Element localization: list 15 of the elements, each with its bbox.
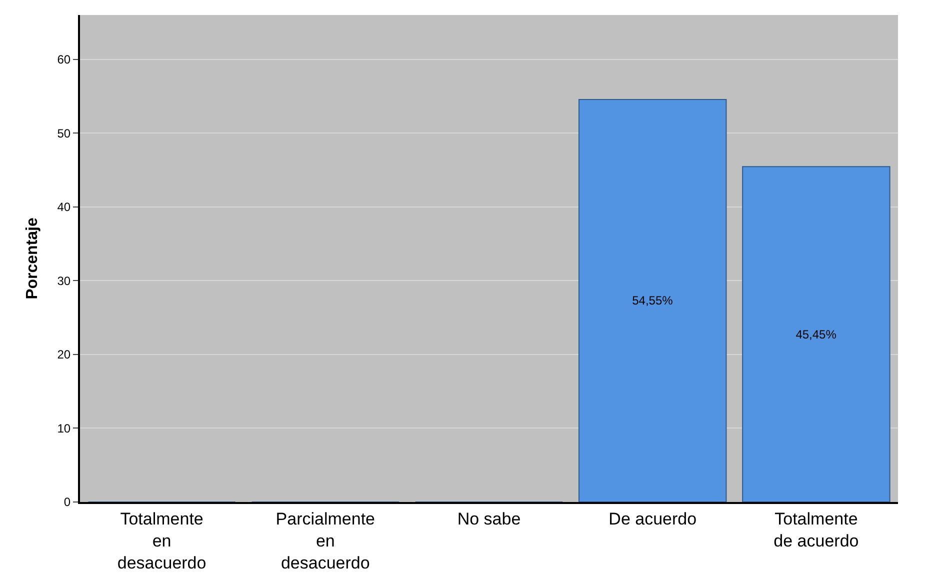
x-tick-label: Parcialmente en desacuerdo [276, 509, 376, 573]
x-tick-label: Totalmente en desacuerdo [117, 509, 206, 573]
data-label: 54,55% [632, 294, 674, 308]
data-label: 45,45% [796, 327, 837, 342]
y-tick-label: 10 [57, 421, 71, 436]
y-tick-label: 60 [57, 52, 71, 66]
x-tick-label: Totalmente de acuerdo [774, 509, 859, 550]
y-tick-label: 40 [57, 200, 71, 214]
y-tick-label: 0 [64, 495, 71, 510]
y-tick-label: 30 [57, 274, 71, 288]
x-tick-label: De acuerdo [608, 509, 697, 528]
y-tick-label: 20 [57, 348, 71, 362]
y-tick-label: 50 [57, 126, 71, 140]
x-tick-label: No sabe [457, 509, 521, 528]
y-axis-title: Porcentaje [24, 217, 41, 300]
